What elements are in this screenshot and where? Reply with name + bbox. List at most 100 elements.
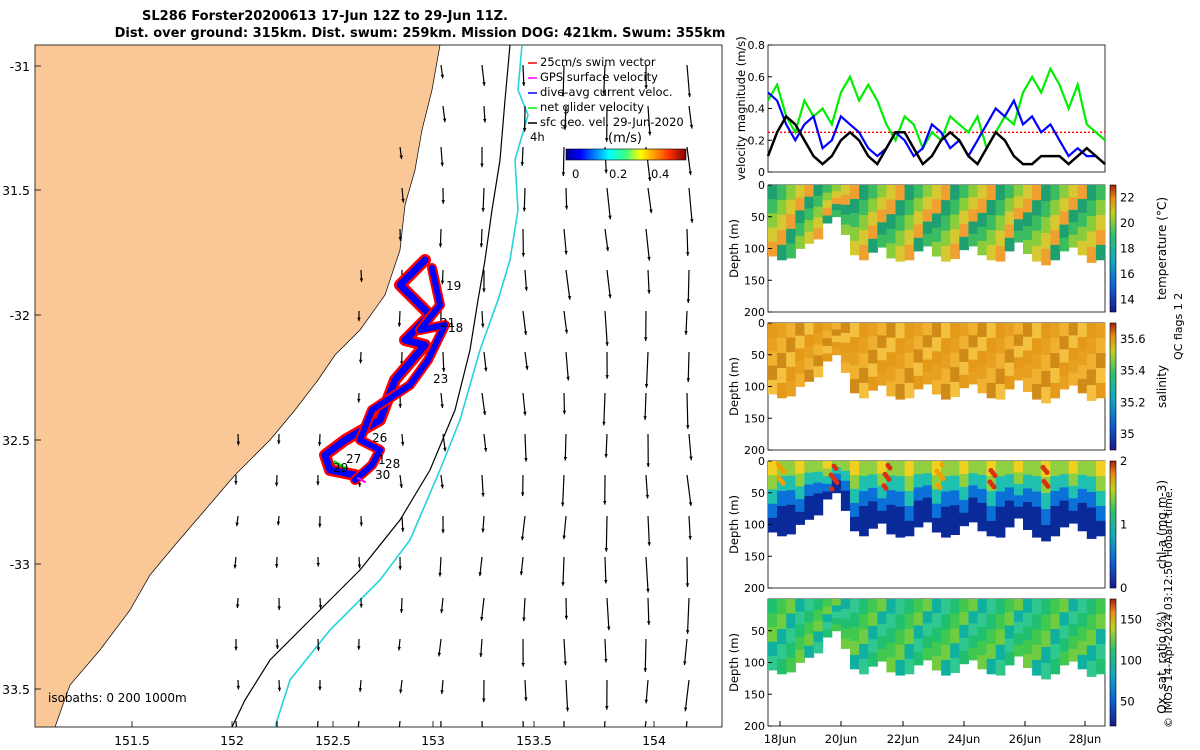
section-cell — [786, 504, 796, 520]
section-cell — [795, 624, 805, 638]
section-cell — [941, 323, 951, 339]
velocity-arrow-head — [562, 741, 565, 745]
section-cell — [1032, 629, 1042, 646]
section-cell — [1095, 476, 1106, 492]
lon-tick-label: 152.5 — [315, 733, 351, 748]
section-cell — [922, 359, 933, 373]
velocity-arrow-shaft — [565, 269, 571, 300]
velocity-arrow-shaft — [603, 392, 606, 426]
velocity-arrow-head — [481, 323, 485, 328]
section-cell — [1041, 201, 1051, 218]
colorbar-axis-label: salinity — [1155, 365, 1169, 408]
velocity-arrow-shaft — [523, 597, 526, 622]
section-cell — [795, 348, 805, 362]
section-cell — [941, 461, 951, 477]
section-cell — [931, 517, 942, 533]
section-cell — [859, 338, 869, 354]
section-cell — [941, 614, 951, 630]
velocity-arrow-head — [604, 579, 608, 584]
section-cell — [950, 475, 960, 491]
section-cell — [768, 379, 778, 395]
section-cell — [1023, 640, 1033, 655]
section-cell — [859, 658, 869, 675]
section-cell — [1041, 525, 1051, 542]
section-cell — [1050, 230, 1061, 246]
chl-hotspot — [780, 480, 786, 486]
section-cell — [786, 381, 796, 397]
section-cell — [1023, 626, 1033, 641]
section-cell — [1013, 334, 1024, 347]
section-cell — [959, 198, 969, 212]
section-cell — [1004, 513, 1015, 528]
section-cell — [859, 230, 869, 246]
section-cell — [786, 519, 796, 535]
section-cell — [768, 503, 778, 519]
section-cell — [822, 323, 833, 331]
section-cell — [831, 197, 842, 205]
section-cell — [813, 482, 824, 494]
section-cell — [1059, 651, 1070, 666]
velocity-arrow-head — [318, 523, 322, 528]
section-cell — [968, 599, 979, 612]
section-cell — [1013, 621, 1024, 634]
section-cell — [895, 614, 906, 630]
section-cell — [977, 516, 988, 532]
section-cell — [831, 329, 842, 337]
velocity-arrow-shaft — [606, 187, 611, 220]
colorbar-tick-label: 50 — [1120, 694, 1135, 708]
section-cell — [1041, 233, 1051, 250]
section-cell — [831, 348, 842, 356]
velocity-arrow-head — [235, 728, 238, 732]
section-cell — [868, 652, 878, 667]
section-cell — [922, 473, 933, 486]
section-cell — [831, 185, 842, 192]
velocity-arrow-shaft — [522, 310, 527, 336]
section-cell — [931, 323, 942, 338]
section-cell — [931, 185, 942, 200]
depth-tick-label: 150 — [744, 412, 765, 425]
section-cell — [768, 627, 778, 642]
section-cell — [931, 641, 942, 657]
section-cell — [950, 490, 960, 506]
velocity-arrow-shaft — [647, 105, 651, 136]
section-cell — [804, 358, 815, 371]
section-cell — [977, 323, 988, 338]
velocity-arrow-head — [397, 323, 402, 327]
section-cell — [1023, 185, 1033, 200]
section-cell — [977, 626, 988, 642]
section-cell — [1095, 215, 1106, 231]
section-cell — [895, 230, 906, 247]
section-cell — [850, 337, 860, 352]
section-cell — [895, 200, 906, 216]
section-cell — [777, 185, 787, 201]
section-cell — [1032, 200, 1042, 216]
section-cell — [1077, 599, 1088, 614]
section-cell — [804, 496, 815, 509]
section-cell — [877, 185, 887, 198]
section-cell — [995, 384, 1006, 400]
section-cell — [1032, 246, 1042, 262]
velocity-arrow-head — [566, 376, 570, 381]
velocity-arrow-head — [689, 456, 693, 461]
section-cell — [859, 629, 869, 645]
section-cell — [1041, 185, 1051, 202]
section-cell — [1068, 461, 1079, 474]
section-colorbar — [1109, 460, 1117, 589]
section-cell — [804, 507, 815, 520]
section-cell — [1059, 599, 1070, 613]
velocity-arrow-head — [479, 243, 484, 248]
chl-hotspot — [1044, 469, 1050, 475]
section-cell — [922, 599, 933, 612]
section-cell — [1013, 219, 1024, 232]
section-cell — [977, 654, 988, 670]
section-cell — [968, 209, 979, 222]
section-cell — [1013, 495, 1024, 508]
section-cell — [1068, 611, 1079, 625]
section-cell — [777, 382, 787, 399]
section-cell — [986, 323, 997, 339]
section-cell — [850, 599, 860, 614]
section-cell — [959, 474, 969, 488]
section-cell — [1086, 492, 1097, 508]
section-cell — [877, 611, 887, 625]
velocity-arrow-head — [357, 646, 361, 650]
